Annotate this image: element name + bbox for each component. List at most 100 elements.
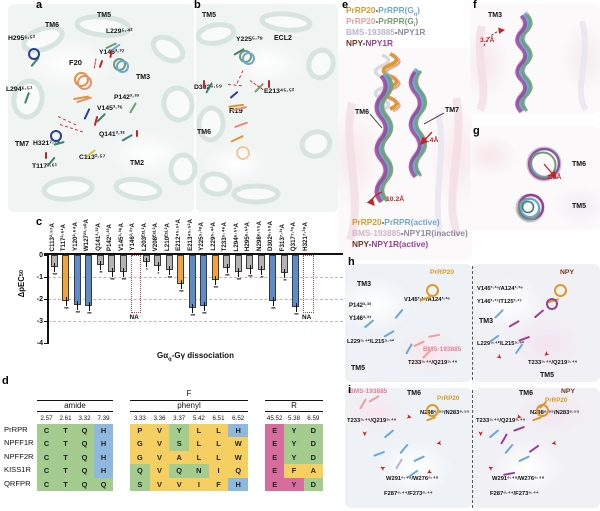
residue-cell: W (228, 450, 249, 465)
residue-label: P142³·³³ (349, 303, 372, 309)
residue-cell: H (94, 437, 113, 451)
legend-segment: PrRPR(active) (384, 217, 440, 227)
error-bar (295, 303, 297, 312)
residue-cell: C (37, 464, 56, 478)
legend-line: PrRP20-PrRPR(Gi) (346, 16, 425, 29)
chart-y-axis-label: ΔpEC50 (17, 270, 26, 297)
error-bar (65, 297, 67, 306)
residue-label: TM3 (357, 281, 371, 288)
residue-cell: Y (169, 424, 190, 438)
residue-cell: V (149, 437, 170, 451)
residue-cell: G (130, 450, 150, 465)
residue-label: H295⁶·⁵² (8, 35, 36, 42)
legend-segment: BMS-193885 (352, 228, 401, 238)
residue-label: 1.4Å (424, 137, 439, 144)
aromatic-ring (77, 75, 92, 90)
residue-cell: D (303, 437, 323, 451)
panel-letter-g: g (473, 125, 480, 137)
receptor-name: PrRPR (4, 425, 28, 434)
x-tick-label: Y120²·⁶⁴A (71, 222, 79, 251)
panel-h-left-background (345, 264, 472, 382)
x-tick-label: V145³·³⁶A (117, 223, 125, 251)
legend-segment: PrRP20 (352, 217, 382, 227)
significance-stars: * (157, 271, 160, 276)
residue-label: NPY (561, 388, 575, 395)
chart-column: L294⁶·⁵¹A *** (233, 223, 245, 343)
residue-cell: V (149, 450, 170, 465)
x-tick-label: E212⁴⁵·⁵¹A (175, 219, 182, 251)
x-tick-label: F313⁷·³¹A (278, 223, 286, 251)
x-tick-label: L210ᴱᶜᴸ²A (163, 223, 171, 251)
residue-cell: Q (75, 464, 94, 478)
residue-cell: L (189, 437, 209, 451)
residue-stick (45, 152, 48, 159)
residue-cell: Y (284, 437, 304, 451)
residue-cell: T (56, 424, 75, 438)
receptor-name: NPFF1R (4, 438, 34, 448)
y-tick-label: -4 (36, 340, 43, 347)
residue-label: TM6 (407, 390, 421, 397)
xtitle-part1: Gα (157, 351, 169, 360)
red-arrow-icon: ➤ (550, 438, 558, 447)
panel-letter-d: d (2, 375, 9, 387)
residue-label: T117²·⁶¹ (32, 163, 58, 170)
error-bar (249, 265, 251, 274)
na-box (303, 255, 314, 313)
residue-cell: C (37, 437, 56, 451)
y-tick-label: -1 (36, 274, 43, 281)
aromatic-ring (28, 48, 40, 60)
bar (85, 255, 93, 306)
aromatic-ring (116, 60, 129, 73)
panel-i-divider (472, 390, 473, 508)
significance-stars: *** (87, 311, 92, 316)
x-tick-label: L203ᴱᶜᴸ²A (140, 223, 148, 251)
residue-label: T233⁵·⁴⁶/Q219⁵·⁴⁶ (476, 418, 526, 424)
residue-label: TM7 (445, 107, 459, 114)
chart-column: T117²·⁶¹A *** (60, 224, 73, 343)
residue-cell: D (303, 424, 323, 438)
residue-cell: H (228, 424, 249, 438)
sequence-alignment-table: PrRPR NPFF1R NPFF2R KISS1R QRFPR amide 2.57 2.… (4, 389, 323, 491)
position-number: 7.39 (97, 414, 110, 422)
chart-column: Q317⁷·³⁵A *** (290, 222, 303, 343)
significance-stars: *** (248, 274, 253, 279)
significance-stars: ** (260, 275, 264, 280)
legend-segment: - (394, 27, 398, 37)
position-number: 6.51 (212, 414, 225, 422)
residue-cell: T (56, 450, 75, 465)
residue-cell: C (37, 424, 56, 438)
residue-label: W291⁶·⁴⁸/W276⁶·⁴⁸ (386, 476, 439, 482)
significance-stars: *** (236, 277, 242, 282)
group-name: R (265, 400, 323, 412)
residue-label: Y146³·³⁷/T125³·³⁷ (477, 299, 522, 305)
residue-label: ECL2 (274, 35, 292, 42)
panel-e-background (338, 48, 472, 260)
chart-column: Y146³·³⁷A NA (129, 223, 142, 343)
error-bar (123, 268, 125, 277)
red-arrow-icon: ➤ (476, 430, 484, 437)
residue-cell: H (94, 464, 113, 478)
na-box (130, 255, 142, 313)
residue-cell: E (265, 464, 285, 478)
significance-stars: *** (121, 277, 127, 282)
legend-segment: - (375, 16, 379, 26)
residue-label: PrRP20 (430, 269, 455, 276)
residue-cell: Q (75, 424, 94, 438)
significance-stars: ** (99, 270, 103, 275)
significance-stars: *** (202, 311, 207, 316)
y-tick-mark (44, 255, 48, 257)
residue-cell: D (303, 450, 323, 465)
residue-label: L229⁵·⁴²/L215⁵·⁴² (347, 339, 394, 345)
legend-segment: PrRP20 (346, 16, 376, 26)
residue-cell: V (169, 477, 190, 491)
bar (188, 255, 196, 308)
error-bar (54, 263, 56, 272)
residue-label: TM6 (519, 390, 533, 397)
x-tick-label: C113²·⁵⁷A (48, 222, 56, 252)
